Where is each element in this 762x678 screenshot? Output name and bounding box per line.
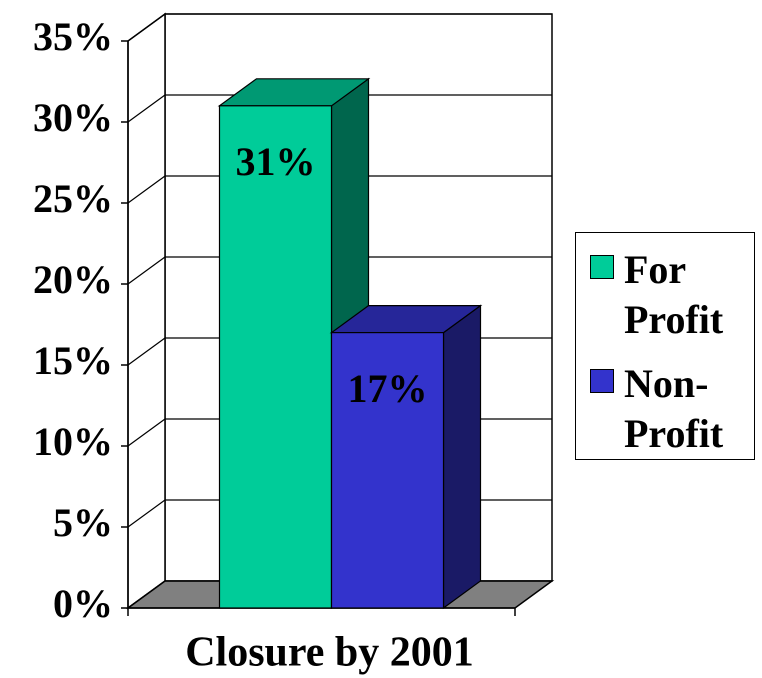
legend-item: Non-Profit [590, 359, 754, 459]
bar-front [330, 332, 445, 609]
side-wall [127, 12, 166, 610]
data-label: 17% [348, 366, 428, 411]
y-tick-label: 20% [33, 257, 113, 302]
grid-line [127, 256, 552, 285]
legend-label: Non-Profit [624, 361, 724, 456]
grid-line [127, 94, 552, 123]
y-tick-label: 5% [53, 500, 113, 545]
legend-item: For Profit [590, 245, 754, 345]
legend-label: For Profit [624, 247, 724, 342]
y-tick-label: 35% [33, 14, 113, 59]
y-tick-label: 25% [33, 176, 113, 221]
bar-front [218, 105, 333, 609]
bar [329, 304, 483, 610]
grid-line [127, 13, 552, 42]
bar-side [442, 304, 482, 610]
x-tick-label: Closure by 2001 [185, 630, 474, 676]
y-tick-label: 10% [33, 419, 113, 464]
y-tick-label: 30% [33, 95, 113, 140]
legend: For Profit Non-Profit [575, 232, 755, 460]
y-tick-label: 15% [33, 338, 113, 383]
y-tick-label: 0% [53, 581, 113, 626]
legend-swatch [590, 255, 614, 279]
legend-swatch [590, 369, 614, 393]
grid-line [127, 175, 552, 204]
data-label: 31% [236, 139, 316, 184]
